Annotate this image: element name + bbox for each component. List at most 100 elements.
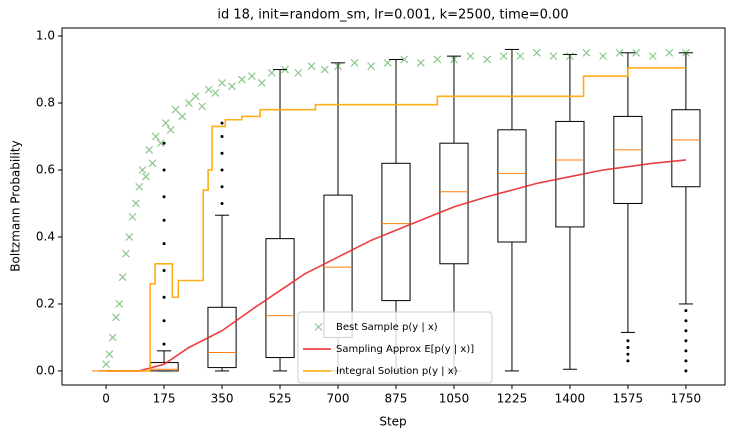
legend-label: Best Sample p(y | x) [336,322,438,333]
flier [684,319,688,323]
scatter-point [320,65,329,74]
scatter-point [148,159,157,168]
flier [220,185,224,189]
box [613,115,643,204]
scatter-point [516,52,525,61]
scatter-point [131,199,140,208]
scatter-point [184,99,193,107]
scatter-point [145,145,154,154]
scatter-point [532,48,541,57]
line [106,159,686,372]
y-tick-label: 0.4 [36,229,55,243]
x-tick-label: 875 [385,392,408,406]
scatter-point [105,350,114,359]
scatter-point [566,52,574,61]
scatter-point [499,52,508,61]
scatter-point [138,166,147,174]
scatter-point [228,82,236,91]
flier [626,345,630,349]
scatter-point [350,58,359,67]
scatter-point [483,55,492,64]
flier [162,342,166,346]
x-tick-label: 175 [153,392,176,406]
x-tick-label: 525 [269,392,292,406]
box [671,109,701,188]
flier [162,268,166,272]
box [497,129,527,243]
scatter-point [125,233,134,241]
flier [220,201,224,205]
scatter-point [450,55,458,64]
scatter-point [118,273,127,282]
flier [626,352,630,356]
scatter-point [615,48,624,57]
scatter-point [267,68,276,77]
scatter-point [102,360,110,369]
flier [626,359,630,363]
x-tick-label: 0 [102,392,110,406]
flier [684,359,688,363]
scatter-point [128,212,137,221]
flier [220,135,224,139]
flier [684,329,688,333]
legend [297,311,493,384]
scatter-point [383,58,392,67]
scatter-point [466,52,475,61]
y-tick-label: 0.8 [36,96,55,110]
scatter-point [112,313,120,322]
flier [162,295,166,299]
flier [162,218,166,222]
scatter-point [632,48,641,57]
flier [684,339,688,343]
scatter-point [294,68,303,77]
scatter-point [367,62,376,71]
scatter-point [211,89,220,97]
flier [162,319,166,323]
scatter-point [582,48,591,57]
flier [684,349,688,353]
box [265,238,295,359]
flier [162,141,166,145]
scatter-point [108,333,117,342]
scatter-point [218,78,226,87]
scatter-point [665,48,674,57]
box [439,142,469,265]
scatter-point [151,132,160,141]
scatter-point [549,52,558,61]
scatter-point [171,105,180,114]
flier [162,168,166,172]
box [207,306,237,369]
plot-frame [61,27,726,386]
y-tick-label: 0.6 [36,162,55,176]
scatter-point [307,62,316,71]
scatter-point [198,102,207,111]
x-tick-label: 1400 [555,392,586,406]
chart-title: id 18, init=random_sm, lr=0.001, k=2500,… [217,8,568,23]
scatter-point [156,139,165,148]
scatter-point [161,119,170,128]
scatter-point [141,172,150,181]
scatter-point [191,92,200,101]
scatter-point [122,249,130,258]
step-line [102,67,686,372]
x-tick-label: 1575 [613,392,644,406]
scatter-point [166,125,175,134]
x-axis-label: Step [379,415,406,429]
flier [684,369,688,373]
x-tick-label: 350 [211,392,234,406]
legend-marker [314,323,323,331]
scatter-point [400,55,409,64]
scatter-point [416,58,425,67]
scatter-point [648,52,657,61]
flier [220,121,224,125]
flier [220,168,224,172]
y-tick-label: 0.0 [36,363,55,377]
scatter-point [204,85,213,94]
scatter-point [433,55,442,64]
x-tick-label: 1225 [497,392,528,406]
y-axis-label: Boltzmann Probability [9,140,23,271]
scatter-point [599,52,607,61]
scatter-point [334,62,342,71]
flier [220,151,224,155]
